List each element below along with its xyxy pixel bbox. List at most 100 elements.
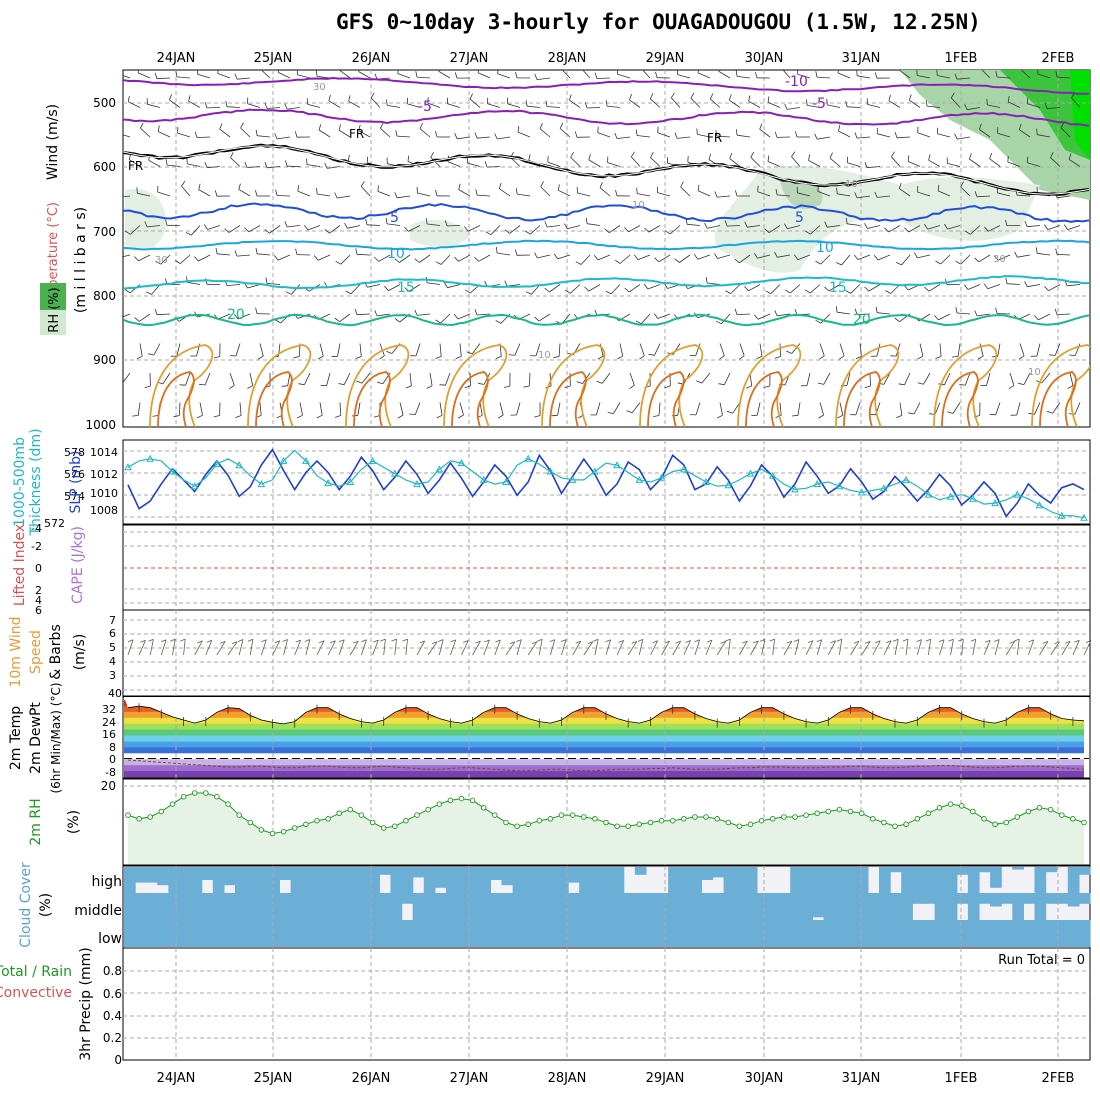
wind-barb: [857, 254, 871, 260]
wind-barb: [277, 254, 291, 261]
wind-speed-marker: [326, 676, 331, 681]
cloud-bar-high: [890, 867, 902, 873]
cloud-bar-middle: [712, 893, 725, 920]
cloud-bar-low: [790, 920, 802, 947]
wind-barb: [387, 223, 401, 226]
rh-marker: [236, 812, 242, 818]
rh-marker: [392, 823, 398, 829]
panel-frames: [122, 69, 1091, 1061]
cloud-bar-low: [290, 920, 303, 947]
cloud-bar-middle: [157, 893, 169, 920]
wind-barb: [546, 106, 561, 108]
wind-barb: [514, 343, 521, 356]
wind-barb: [597, 254, 611, 261]
cloud-bar-middle: [412, 893, 425, 920]
thickness-marker: [213, 460, 221, 468]
wind-barb-flag: [824, 221, 828, 228]
cloud-bar-middle: [557, 893, 569, 920]
wind-barb-flag: [317, 355, 324, 360]
rh-marker: [669, 817, 676, 824]
rh-marker: [425, 806, 431, 813]
wind-barb-flag: [134, 256, 139, 262]
wind-barb: [537, 254, 551, 259]
wind-barb-flag: [523, 385, 530, 388]
wind-barb-flag: [1068, 153, 1072, 160]
cloud-bar-middle: [223, 893, 236, 920]
wind10-barb-flag: [140, 639, 146, 643]
wind-barb-flag: [607, 411, 614, 415]
wind-barb-flag: [154, 308, 158, 315]
wind-barb-flag: [1024, 281, 1028, 287]
wind10-barb: [372, 639, 379, 656]
wind-barb: [658, 402, 661, 416]
cloud-bar-low: [479, 920, 491, 947]
wind-barb-flag: [680, 181, 684, 188]
wind-tick: 3: [109, 669, 116, 682]
cloud-bar-low: [223, 920, 236, 947]
wind-speed-marker: [626, 667, 631, 672]
wind10-barb-flag: [160, 639, 167, 643]
cloud-bar-middle: [723, 893, 736, 920]
wind10-barb: [149, 639, 154, 656]
wind-barb-flag: [697, 70, 699, 73]
wind-barb-flag: [874, 72, 878, 79]
wind10-barb: [1050, 641, 1060, 656]
wind-barb: [883, 372, 891, 385]
cloud-bar-low: [657, 920, 669, 947]
wind-barb: [748, 100, 761, 108]
cloud-bar-middle: [657, 893, 669, 920]
wind-barb: [1071, 97, 1081, 108]
x-tick-bottom: 30JAN: [745, 1071, 784, 1086]
cloud-bar-middle: [879, 893, 891, 920]
wind-barb: [198, 189, 211, 197]
wind-barb-flag: [874, 191, 878, 198]
wind-barb-flag: [539, 123, 543, 129]
rh-marker: [214, 793, 220, 800]
wind10-barb: [739, 640, 748, 656]
wind-barb: [847, 162, 861, 167]
wind-barb: [839, 343, 845, 356]
ylabel-wind10-1: 10m Wind: [8, 616, 24, 687]
wind-barb: [819, 343, 825, 356]
wind-barb: [207, 225, 221, 230]
cloud-bar-high: [135, 867, 147, 883]
wind-barb-flag: [240, 122, 244, 129]
wind-barb: [530, 225, 541, 235]
wind-barb: [1074, 402, 1081, 415]
wind-barb-flag: [303, 224, 309, 231]
wind10-barb-flag: [916, 639, 922, 642]
wind-barb: [307, 164, 321, 167]
wind10-barb: [683, 640, 691, 656]
wind-speed-marker: [581, 667, 586, 672]
wind-barb: [777, 194, 791, 197]
wind-barb-flag: [394, 192, 398, 198]
wind-barb: [360, 186, 371, 197]
cloud-bar-high: [146, 867, 158, 883]
cloud-bar-low: [135, 920, 147, 947]
wind-barb: [266, 283, 281, 285]
wind10-barb: [305, 639, 311, 656]
wind-barb: [817, 191, 831, 197]
wind-barb: [416, 76, 431, 79]
thickness-marker: [502, 477, 510, 485]
wind-barb-flag: [908, 412, 915, 415]
cloud-bar-high: [490, 867, 503, 880]
wind10-barb: [127, 639, 134, 656]
cloud-bar-low: [845, 920, 858, 947]
wind-barb-flag: [324, 229, 330, 234]
wind-barb-flag: [358, 124, 361, 131]
wind-barb: [417, 313, 431, 316]
wind-barb-flag: [545, 100, 548, 107]
wind-barb-flag: [696, 128, 698, 135]
thickness-line: [127, 449, 1085, 519]
wind-barb: [1052, 402, 1061, 414]
wind-barb: [1019, 129, 1031, 138]
cloud-bar-middle: [623, 893, 636, 920]
wind-barb-flag: [435, 356, 442, 359]
wind-barb: [457, 313, 471, 320]
cloud-bar-high: [323, 867, 336, 893]
wind-barb-flag: [515, 71, 518, 79]
cloud-bar-middle: [1012, 893, 1024, 920]
wind-barb: [547, 225, 561, 228]
wind-barb: [176, 343, 181, 357]
